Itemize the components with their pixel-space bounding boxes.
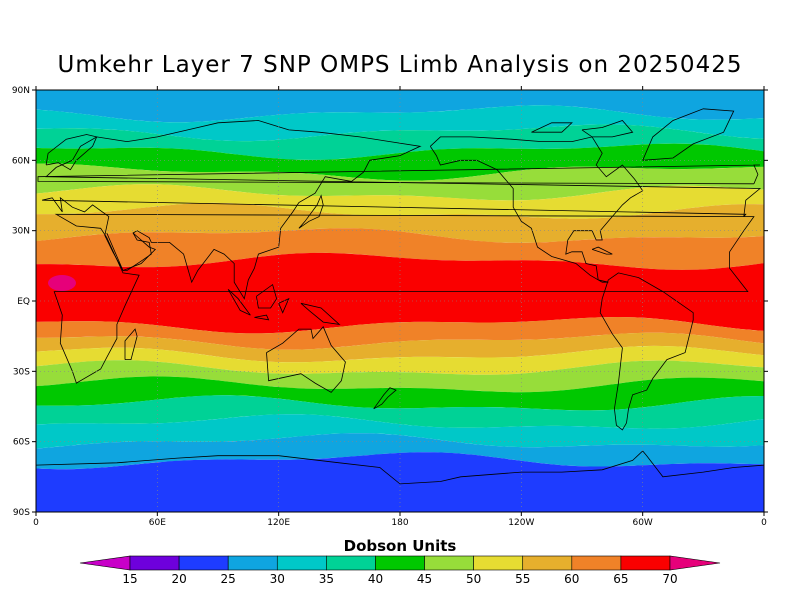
coastline — [266, 326, 346, 393]
ozone-band — [36, 105, 764, 142]
lon-label: 60E — [149, 518, 166, 528]
colorbar-swatch — [620, 555, 671, 571]
lat-label: 90N — [12, 86, 30, 96]
colorbar-swatch — [571, 555, 622, 571]
colorbar: 15 20 25 30 35 40 45 50 55 60 65 70 — [79, 555, 721, 586]
lat-label: 90S — [13, 508, 30, 518]
ozone-band — [36, 332, 764, 363]
lat-label: 30N — [12, 227, 30, 237]
page-title: Umkehr Layer 7 SNP OMPS Limb Analysis on… — [57, 52, 743, 78]
grid-lines — [36, 90, 764, 512]
lon-label: 0 — [33, 518, 39, 528]
colorbar-label: 70 — [662, 572, 677, 586]
coastline — [373, 387, 397, 410]
coastline — [599, 272, 694, 431]
coastline — [254, 314, 270, 321]
lon-label: 60W — [632, 518, 652, 528]
colorbar-swatch — [326, 555, 376, 571]
coastline — [581, 120, 634, 138]
lon-label: 120W — [508, 518, 534, 528]
colorbar-swatch — [178, 555, 229, 571]
coastline — [106, 232, 152, 271]
coastline — [531, 122, 573, 133]
ozone-band — [36, 345, 764, 375]
coastlines — [36, 108, 764, 485]
ozone-band — [36, 317, 764, 350]
ozone-band — [36, 376, 764, 411]
colorbar-label: 35 — [319, 572, 334, 586]
coastline — [298, 194, 324, 229]
colorbar-swatch — [522, 555, 573, 571]
coastline — [278, 297, 290, 314]
coastline — [45, 134, 98, 171]
ozone-band — [36, 184, 764, 219]
colorbar-low-arrow — [79, 555, 131, 571]
colorbar-label: 40 — [368, 572, 383, 586]
coastline — [642, 108, 735, 161]
colorbar-swatch — [227, 555, 278, 571]
ozone-band — [36, 395, 764, 429]
coastline — [124, 328, 138, 360]
coastline — [591, 246, 613, 255]
ozone-band — [36, 228, 764, 270]
colorbar-label: 45 — [417, 572, 432, 586]
ozone-band — [36, 414, 764, 449]
ozone-band — [36, 360, 764, 393]
lat-label: 60N — [12, 156, 30, 166]
coastline — [300, 302, 341, 325]
colorbar-label: 30 — [270, 572, 285, 586]
lat-label: 30S — [13, 367, 30, 377]
colorbar-swatch — [424, 555, 474, 571]
colorbar-swatch — [375, 555, 425, 571]
lat-label: EQ — [17, 297, 30, 307]
colorbar-label: 50 — [466, 572, 481, 586]
ozone-band — [36, 433, 764, 470]
coastline — [429, 136, 644, 283]
colorbar-title: Dobson Units — [343, 537, 457, 555]
colorbar-label: 20 — [171, 572, 186, 586]
colorbar-label: 25 — [221, 572, 236, 586]
ozone-band — [36, 252, 764, 334]
colorbar-swatch — [129, 555, 180, 571]
colorbar-swatch — [473, 555, 524, 571]
colorbar-swatch — [276, 555, 327, 571]
colorbar-high-arrow — [669, 555, 721, 571]
coastline — [53, 213, 755, 384]
coastline — [37, 164, 761, 185]
lon-label: 120E — [267, 518, 290, 528]
coastline — [227, 289, 251, 316]
lat-label: 60S — [13, 438, 30, 448]
lon-label: 0 — [761, 518, 767, 528]
colorbar-label: 60 — [564, 572, 579, 586]
lon-label: 180 — [391, 518, 408, 528]
colorbar-label: 65 — [613, 572, 628, 586]
coastline — [256, 283, 278, 309]
ozone-max-spot — [48, 275, 76, 291]
coastline — [42, 120, 762, 300]
colorbar-label: 15 — [122, 572, 137, 586]
colorbar-label: 55 — [515, 572, 530, 586]
coastline — [36, 450, 764, 485]
